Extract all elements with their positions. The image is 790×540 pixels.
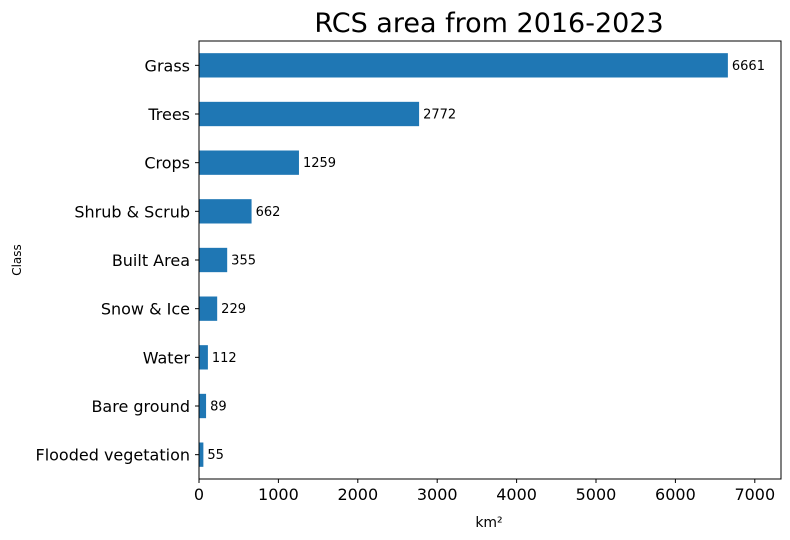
x-tick-label: 5000 — [576, 485, 617, 504]
bar — [199, 296, 218, 321]
data-label: 1259 — [303, 156, 336, 171]
bar — [199, 345, 208, 370]
y-tick-label: Flooded vegetation — [35, 446, 190, 465]
x-tick-label: 4000 — [496, 485, 537, 504]
y-tick-label: Shrub & Scrub — [74, 202, 190, 221]
x-tick-label: 6000 — [655, 485, 696, 504]
data-label: 355 — [231, 254, 256, 269]
y-tick-label: Water — [143, 348, 191, 367]
y-axis-label: Class — [10, 244, 24, 276]
bar — [199, 442, 204, 467]
y-tick-label: Grass — [145, 56, 190, 75]
data-label: 89 — [210, 400, 227, 415]
x-tick-label: 3000 — [417, 485, 458, 504]
plot-area: 55 Flooded vegetation 89 Bare ground 112 Wate… — [35, 40, 782, 504]
y-tick-label: Snow & Ice — [101, 300, 190, 319]
bar — [199, 150, 299, 175]
x-tick-label: 2000 — [337, 485, 378, 504]
data-label: 55 — [207, 448, 224, 463]
data-label: 662 — [256, 205, 281, 220]
data-label: 112 — [212, 351, 237, 366]
bar — [199, 393, 207, 419]
bar — [199, 199, 252, 224]
x-tick-label: 0 — [194, 485, 204, 504]
axes-frame — [198, 40, 782, 480]
bar — [199, 101, 420, 127]
y-tick-label: Built Area — [112, 251, 190, 270]
y-tick-label: Bare ground — [91, 397, 190, 416]
x-tick-label: 1000 — [258, 485, 299, 504]
y-tick-label: Trees — [147, 105, 190, 124]
x-axis-label: km² — [475, 515, 502, 531]
y-tick-label: Crops — [144, 154, 190, 173]
data-label: 229 — [221, 302, 246, 317]
x-tick-label: 7000 — [734, 485, 775, 504]
chart-title: RCS area from 2016-2023 — [314, 8, 663, 39]
data-label: 6661 — [732, 59, 765, 74]
data-label: 2772 — [423, 108, 456, 123]
bar — [199, 247, 228, 273]
bar — [199, 53, 728, 78]
